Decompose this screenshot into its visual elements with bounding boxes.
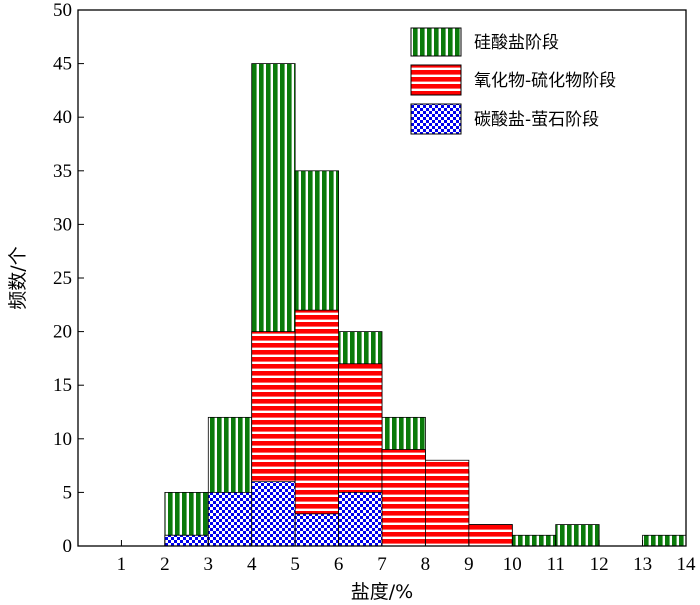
bar-oxide-sulfide-8-9: [425, 459, 470, 547]
x-tick-label: 6: [334, 554, 344, 575]
y-axis-title: 频数/个: [7, 246, 29, 309]
y-tick-label: 5: [63, 482, 73, 503]
y-tick-label: 25: [53, 268, 72, 289]
bar-carbonate-fluorite-3-4: [207, 491, 253, 547]
y-tick-label: 10: [53, 429, 72, 450]
y-tick-label: 20: [53, 322, 72, 343]
legend-label-carbonate-fluorite: 碳酸盐-萤石阶段: [474, 110, 599, 130]
x-tick-label: 3: [204, 554, 214, 575]
x-tick-label: 1: [117, 554, 127, 575]
bars-layer: [164, 63, 687, 547]
y-tick-label: 45: [53, 54, 72, 75]
bar-carbonate-fluorite-4-5: [251, 481, 296, 547]
x-tick-label: 2: [160, 554, 170, 575]
x-axis-title: 盐度/%: [351, 581, 413, 603]
legend: 硅酸盐阶段 氧化物-硫化物阶段 碳酸盐-萤石阶段: [410, 27, 616, 135]
x-tick-label: 12: [590, 554, 609, 575]
bar-oxide-sulfide-9-10: [468, 524, 513, 547]
y-tick-label: 15: [53, 375, 72, 396]
x-tick-label: 5: [290, 554, 300, 575]
y-tick-label: 30: [53, 214, 72, 235]
y-tick-label: 50: [53, 0, 72, 21]
legend-swatch-oxide-sulfide: [410, 64, 462, 96]
x-tick-label: 7: [377, 554, 387, 575]
x-tick-label: 8: [421, 554, 431, 575]
bar-silicate-10-11: [511, 534, 557, 547]
bar-silicate-13-14: [642, 534, 687, 547]
x-tick-label: 13: [633, 554, 652, 575]
x-tick-label: 14: [677, 554, 697, 575]
bar-carbonate-fluorite-6-7: [338, 491, 383, 547]
legend-swatch-silicate: [410, 27, 462, 57]
x-tick-label: 4: [247, 554, 257, 575]
y-tick-label: 40: [53, 107, 72, 128]
x-tick-label: 9: [464, 554, 474, 575]
legend-label-silicate: 硅酸盐阶段: [474, 33, 559, 53]
y-tick-label: 35: [53, 161, 72, 182]
bar-oxide-sulfide-5-6: [294, 309, 339, 547]
y-tick-label: 0: [63, 536, 73, 557]
bar-oxide-sulfide-7-8: [381, 449, 426, 547]
bar-silicate-11-12: [555, 524, 600, 547]
bar-carbonate-fluorite-2-3: [164, 534, 209, 547]
x-tick-label: 10: [503, 554, 522, 575]
legend-swatch-carbonate-fluorite: [410, 103, 462, 135]
legend-label-oxide-sulfide: 氧化物-硫化物阶段: [474, 71, 616, 91]
bar-carbonate-fluorite-5-6: [294, 513, 339, 547]
x-tick-label: 11: [547, 554, 565, 575]
